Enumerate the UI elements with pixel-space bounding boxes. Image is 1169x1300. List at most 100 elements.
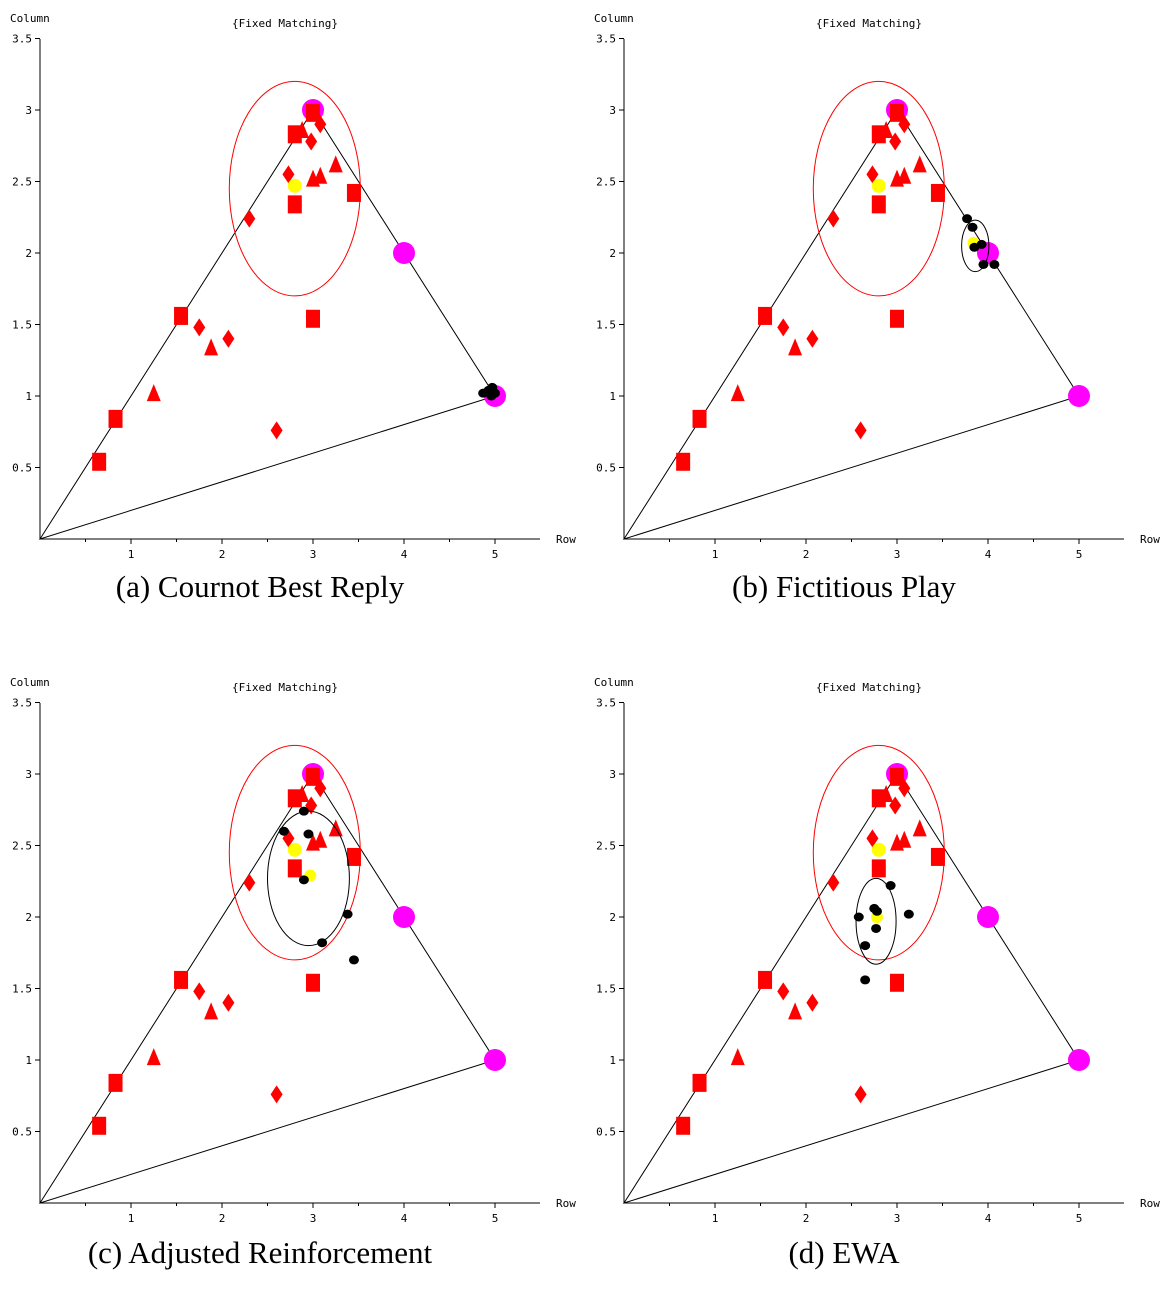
y-tick-label: 3.5 xyxy=(596,697,616,710)
experimental-square xyxy=(306,103,320,122)
simulated-point xyxy=(978,259,989,269)
experimental-diamond xyxy=(854,421,867,440)
y-tick-label: 3.5 xyxy=(12,697,32,710)
x-tick-label: 4 xyxy=(401,1212,408,1225)
experimental-square xyxy=(890,767,904,786)
y-tick-label: 3 xyxy=(25,768,32,781)
experimental-triangle xyxy=(295,785,310,803)
y-tick-label: 2.5 xyxy=(596,176,616,189)
experimental-triangle xyxy=(146,1048,161,1066)
caption-b: (b) Fictitious Play xyxy=(732,569,956,604)
simulated-point xyxy=(967,222,978,232)
experimental-diamond xyxy=(314,115,327,134)
x-tick-label: 1 xyxy=(712,548,719,561)
experimental-square xyxy=(890,103,904,122)
y-tick-label: 1 xyxy=(25,1054,32,1067)
equilibrium-point xyxy=(977,906,999,928)
experimental-square xyxy=(676,452,691,471)
experimental-diamond xyxy=(777,318,790,337)
x-tick-label: 1 xyxy=(128,1212,135,1225)
experimental-square xyxy=(930,847,945,866)
experimental-square xyxy=(346,183,361,202)
experimental-square xyxy=(346,847,361,866)
y-tick-label: 1.5 xyxy=(12,319,32,332)
experimental-triangle xyxy=(313,830,328,848)
y-tick-label: 1 xyxy=(25,390,32,403)
experimental-triangle xyxy=(313,166,328,184)
x-tick-label: 5 xyxy=(1076,1212,1083,1225)
experimental-square xyxy=(108,409,123,428)
panel-d: 1 2 3 4 5 0.5 1 1.5 2 2.5 3 3.5 Column Row {Fixed Matc… xyxy=(584,664,1168,1300)
experimental-square xyxy=(930,183,945,202)
simulated-point xyxy=(298,806,309,816)
x-tick-label: 1 xyxy=(712,1212,719,1225)
y-tick-label: 0.5 xyxy=(12,462,32,475)
experimental-square xyxy=(871,125,886,144)
chart-title: {Fixed Matching} xyxy=(816,681,922,694)
experimental-diamond xyxy=(243,209,256,228)
x-tick-label: 5 xyxy=(492,548,499,561)
x-tick-label: 5 xyxy=(1076,548,1083,561)
chart-b: 1 2 3 4 5 0.5 1 1.5 2 2.5 3 3.5 Column Row {Fixed Matc… xyxy=(594,12,1160,561)
experimental-triangle xyxy=(295,121,310,139)
experimental-triangle xyxy=(879,785,894,803)
experimental-diamond xyxy=(898,779,911,798)
simulated-point xyxy=(885,881,896,891)
simulated-point xyxy=(860,941,871,951)
equilibrium-point xyxy=(1068,385,1090,407)
chart-c: 1 2 3 4 5 0.5 1 1.5 2 2.5 3 3.5 Column Row {Fixed Matc… xyxy=(10,676,576,1225)
experimental-square xyxy=(758,306,773,325)
panel-b: 1 2 3 4 5 0.5 1 1.5 2 2.5 3 3.5 Column Row {Fixed Matc… xyxy=(584,0,1168,636)
experimental-diamond xyxy=(806,993,819,1012)
simulated-point xyxy=(860,975,871,985)
simulated-point xyxy=(278,826,289,836)
y-tick-label: 3 xyxy=(25,104,32,117)
y-axis-label: Column xyxy=(594,12,634,25)
experimental-diamond xyxy=(827,873,840,892)
x-tick-label: 1 xyxy=(128,548,135,561)
chart-d: 1 2 3 4 5 0.5 1 1.5 2 2.5 3 3.5 Column Row {Fixed Matc… xyxy=(594,676,1160,1225)
x-tick-label: 2 xyxy=(803,1212,810,1225)
x-tick-label: 3 xyxy=(894,548,901,561)
experimental-diamond xyxy=(854,1085,867,1104)
caption-a: (a) Cournot Best Reply xyxy=(115,569,405,604)
experimental-triangle xyxy=(204,1002,219,1020)
equilibrium-point xyxy=(393,906,415,928)
y-tick-label: 3.5 xyxy=(12,33,32,46)
experimental-triangle xyxy=(912,819,927,837)
feasible-triangle xyxy=(622,109,1080,540)
y-tick-label: 2 xyxy=(25,247,32,260)
x-tick-label: 4 xyxy=(985,548,992,561)
simulated-point xyxy=(871,906,882,916)
experimental-triangle xyxy=(788,338,803,356)
x-tick-label: 2 xyxy=(219,548,226,561)
x-tick-label: 3 xyxy=(310,1212,317,1225)
simulated-ellipse xyxy=(961,219,990,273)
experimental-square xyxy=(758,970,773,989)
panel-c: 1 2 3 4 5 0.5 1 1.5 2 2.5 3 3.5 Column Row {Fixed Matc… xyxy=(0,664,584,1300)
experimental-diamond xyxy=(282,165,295,184)
simulated-point xyxy=(962,214,973,224)
chart-title: {Fixed Matching} xyxy=(232,17,338,30)
experimental-diamond xyxy=(898,115,911,134)
experimental-triangle xyxy=(730,384,745,402)
experimental-diamond xyxy=(193,982,206,1001)
simulated-point xyxy=(486,391,497,401)
experimental-diamond xyxy=(270,421,283,440)
simulated-point xyxy=(853,912,864,922)
experimental-square xyxy=(287,125,302,144)
experimental-square xyxy=(871,195,886,214)
experimental-diamond xyxy=(314,779,327,798)
experimental-triangle xyxy=(897,830,912,848)
experimental-square xyxy=(306,973,320,992)
simulated-point xyxy=(317,938,328,948)
x-tick-label: 5 xyxy=(492,1212,499,1225)
equilibrium-point xyxy=(484,1049,506,1071)
simulated-point xyxy=(989,259,1000,269)
experimental-square xyxy=(174,306,189,325)
experimental-diamond xyxy=(222,329,235,348)
experimental-triangle xyxy=(204,338,219,356)
experimental-square xyxy=(287,859,302,878)
experimental-mean xyxy=(871,178,886,193)
experimental-triangle xyxy=(146,384,161,402)
